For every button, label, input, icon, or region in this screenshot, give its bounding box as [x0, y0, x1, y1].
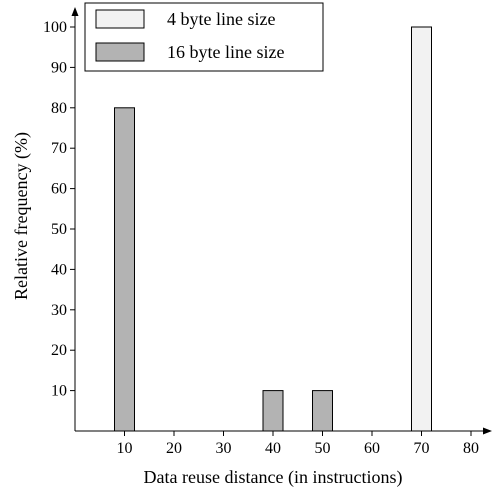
- x-tick-label-70: 70: [414, 440, 430, 457]
- y-tick-label-100: 100: [43, 19, 67, 36]
- legend-swatch-0: [95, 9, 145, 29]
- bar-series1-x10: [114, 107, 135, 432]
- legend-label-1: 16 byte line size: [167, 42, 284, 62]
- axes: 10 20 30 40 50 60 70 80 10 20 30 40 50 60 70 80 90 100: [43, 7, 492, 457]
- x-tick-label-20: 20: [166, 440, 182, 457]
- bar-series1-x40: [262, 390, 284, 432]
- bar-series0-x70: [411, 26, 432, 432]
- bar-series1-x50: [312, 390, 333, 432]
- y-tick-label-40: 40: [51, 261, 67, 278]
- y-tick-label-70: 70: [51, 140, 67, 157]
- y-axis-arrow-icon: [71, 7, 79, 16]
- x-tick-label-10: 10: [117, 440, 133, 457]
- x-tick-label-60: 60: [364, 440, 380, 457]
- x-tick-label-80: 80: [463, 440, 479, 457]
- legend-label-0: 4 byte line size: [167, 9, 275, 29]
- legend: 4 byte line size 16 byte line size: [84, 2, 324, 72]
- y-axis-label: Relative frequency (%): [11, 132, 32, 300]
- plot-area: [114, 26, 432, 432]
- y-tick-label-80: 80: [51, 100, 67, 117]
- y-tick-label-50: 50: [51, 221, 67, 238]
- legend-swatch-1: [95, 42, 145, 62]
- x-tick-label-50: 50: [315, 440, 331, 457]
- y-tick-label-60: 60: [51, 181, 67, 198]
- y-tick-label-10: 10: [51, 383, 67, 400]
- x-axis-label: Data reuse distance (in instructions): [144, 467, 403, 488]
- x-tick-label-40: 40: [265, 440, 281, 457]
- y-tick-label-20: 20: [51, 342, 67, 359]
- y-tick-label-90: 90: [51, 59, 67, 76]
- x-tick-label-30: 30: [216, 440, 232, 457]
- x-axis-arrow-icon: [483, 427, 492, 435]
- y-tick-label-30: 30: [51, 302, 67, 319]
